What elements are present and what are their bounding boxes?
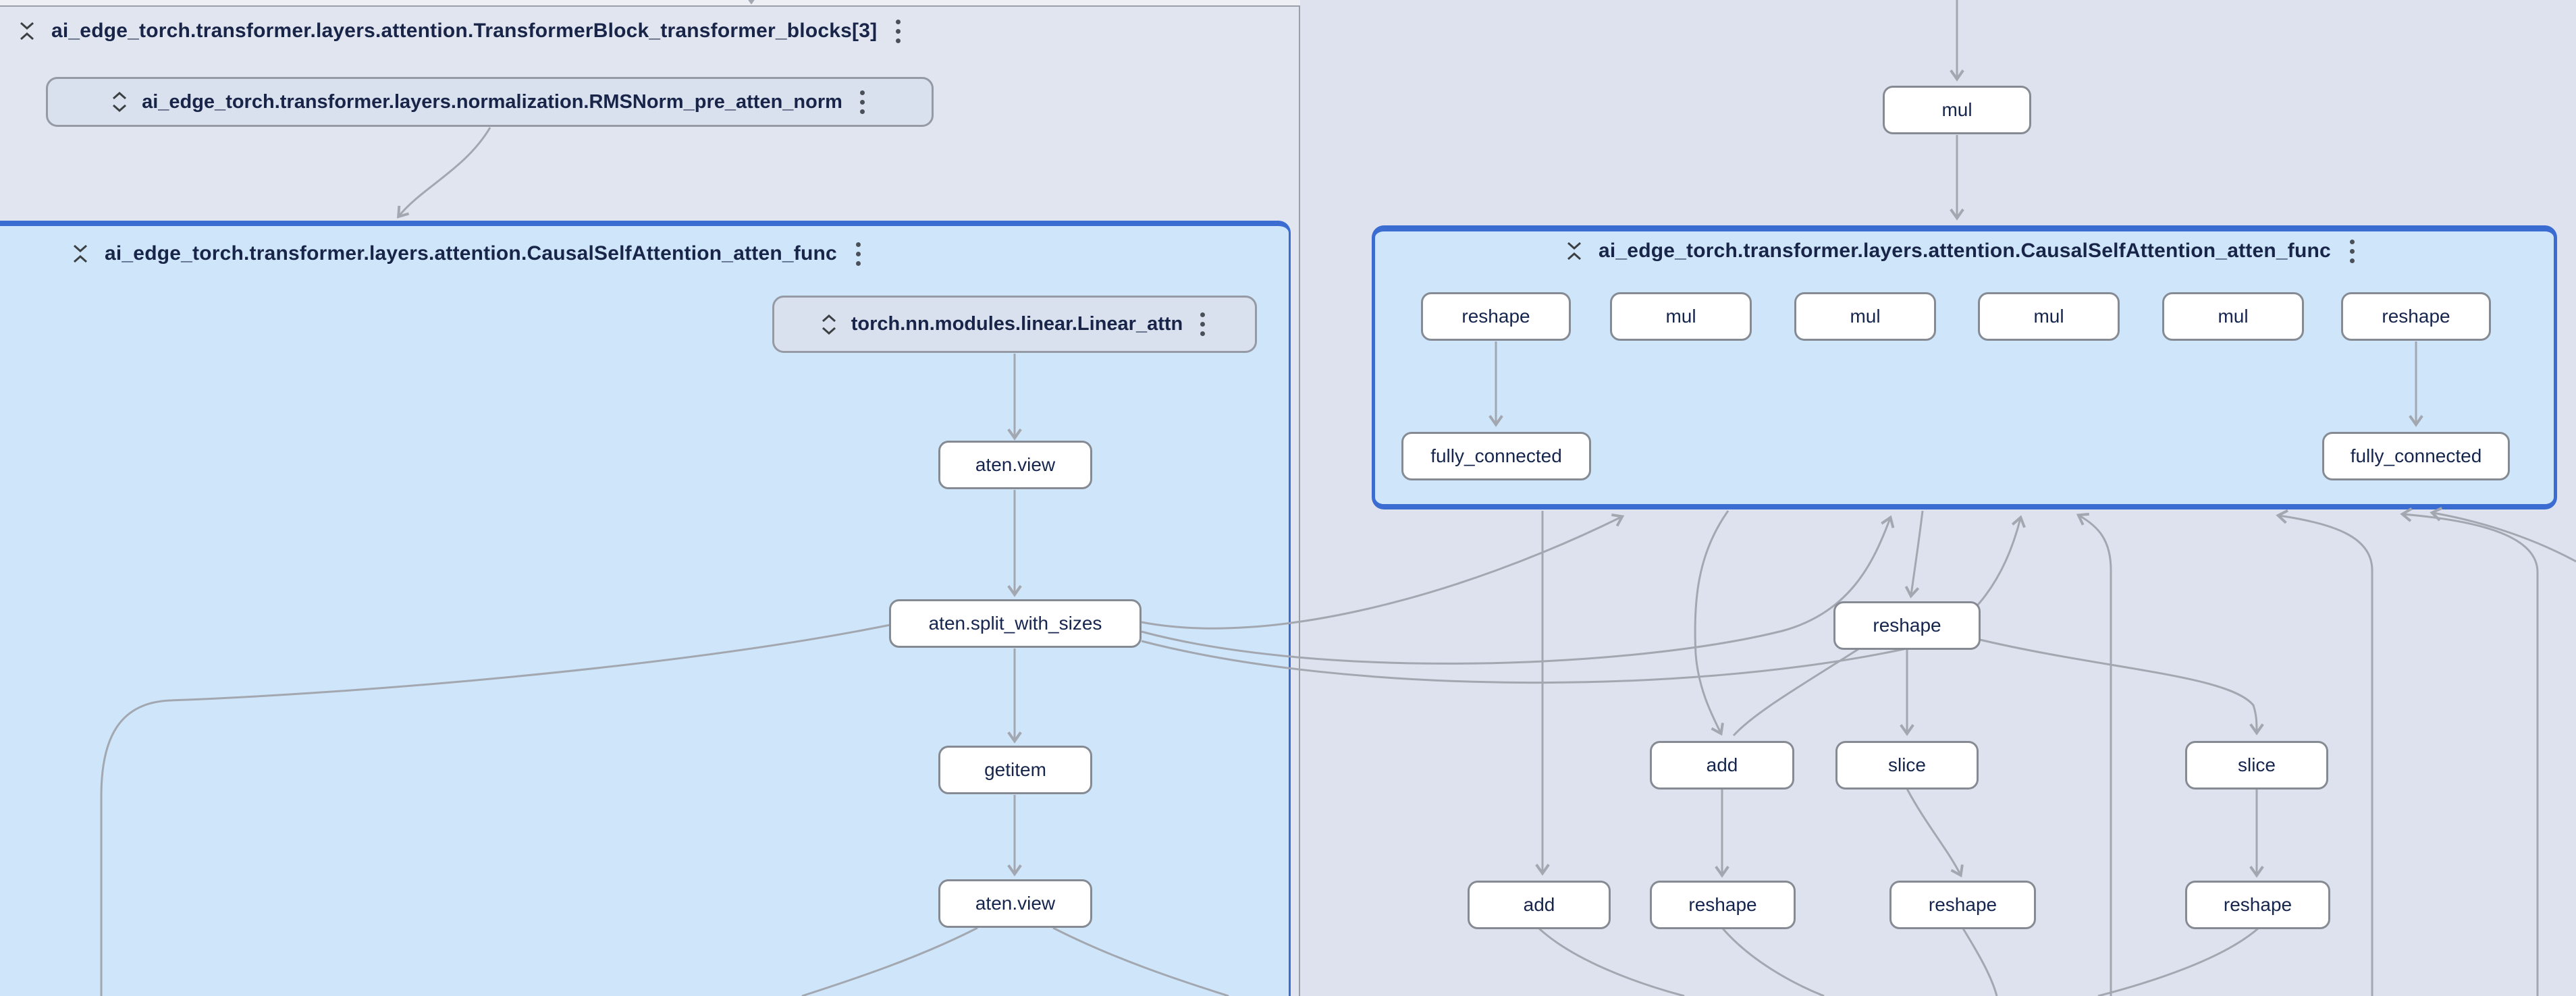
op-label: reshape xyxy=(1461,306,1530,327)
canvas-background-top xyxy=(0,0,1300,5)
edge xyxy=(1904,510,1924,599)
op-node-reshape-r1a[interactable]: reshape xyxy=(1421,292,1571,341)
op-node-aten-split-with-sizes[interactable]: aten.split_with_sizes xyxy=(889,599,1142,648)
kebab-menu-icon[interactable] xyxy=(1196,312,1209,336)
op-label: slice xyxy=(2237,754,2276,775)
op-label: mul xyxy=(2218,306,2249,327)
edge xyxy=(2097,927,2259,996)
edge xyxy=(2076,512,2112,996)
edge xyxy=(1906,788,1964,878)
op-node-add-rowb[interactable]: add xyxy=(1468,881,1611,929)
op-node-reshape-r1b[interactable]: reshape xyxy=(2341,292,2491,341)
op-node-mul-r1c[interactable]: mul xyxy=(1978,292,2120,341)
expand-icon[interactable] xyxy=(111,90,128,113)
op-node-reshape-rowb-3[interactable]: reshape xyxy=(2185,881,2330,929)
op-label: fully_connected xyxy=(2350,445,2482,466)
edge xyxy=(2430,507,2576,563)
op-node-aten-view-2[interactable]: aten.view xyxy=(938,879,1092,928)
linear-attn-group-node[interactable]: torch.nn.modules.linear.Linear_attn xyxy=(772,296,1257,353)
edge xyxy=(1732,646,1861,737)
op-label: mul xyxy=(1665,306,1696,327)
op-label: add xyxy=(1523,894,1555,915)
collapse-icon[interactable] xyxy=(18,20,36,42)
op-label: reshape xyxy=(1688,894,1757,915)
op-node-mul-r1d[interactable]: mul xyxy=(2162,292,2304,341)
kebab-menu-icon[interactable] xyxy=(892,19,905,43)
right-attention-header[interactable]: ai_edge_torch.transformer.layers.attenti… xyxy=(1565,231,2359,271)
op-label: reshape xyxy=(1928,894,1997,915)
transformer-block-header[interactable]: ai_edge_torch.transformer.layers.attenti… xyxy=(18,11,905,51)
op-node-mul-r1a[interactable]: mul xyxy=(1610,292,1752,341)
op-label: add xyxy=(1706,754,1738,775)
op-label: fully_connected xyxy=(1430,445,1562,466)
op-node-fully-connected-left[interactable]: fully_connected xyxy=(1401,432,1591,480)
linear-attn-group-label: torch.nn.modules.linear.Linear_attn xyxy=(851,313,1183,335)
right-attention-title: ai_edge_torch.transformer.layers.attenti… xyxy=(1599,240,2331,262)
edge xyxy=(1979,638,2264,736)
op-node-aten-view-1[interactable]: aten.view xyxy=(938,441,1092,489)
collapse-icon[interactable] xyxy=(1565,240,1584,262)
edge xyxy=(1721,928,1825,996)
op-label: aten.view xyxy=(975,454,1056,475)
left-attention-title: ai_edge_torch.transformer.layers.attenti… xyxy=(105,242,837,265)
op-label: reshape xyxy=(2382,306,2450,327)
op-node-slice-rowa-2[interactable]: slice xyxy=(2185,741,2328,790)
op-node-reshape-mid[interactable]: reshape xyxy=(1833,601,1981,650)
op-node-add-rowa[interactable]: add xyxy=(1650,741,1794,790)
op-label: aten.view xyxy=(975,893,1056,914)
transformer-block-title: ai_edge_torch.transformer.layers.attenti… xyxy=(51,20,878,42)
rmsnorm-group-node[interactable]: ai_edge_torch.transformer.layers.normali… xyxy=(46,77,934,127)
kebab-menu-icon[interactable] xyxy=(852,242,865,266)
op-label: mul xyxy=(2033,306,2064,327)
edge xyxy=(1538,927,1685,996)
op-label: mul xyxy=(1850,306,1881,327)
rmsnorm-group-label: ai_edge_torch.transformer.layers.normali… xyxy=(142,90,842,113)
op-label: getitem xyxy=(984,759,1046,780)
op-label: mul xyxy=(1941,99,1973,120)
op-node-slice-rowa-1[interactable]: slice xyxy=(1835,741,1979,790)
op-node-reshape-rowb-1[interactable]: reshape xyxy=(1650,881,1796,929)
op-node-fully-connected-right[interactable]: fully_connected xyxy=(2322,432,2510,480)
op-label: slice xyxy=(1887,754,1926,775)
expand-icon[interactable] xyxy=(820,313,838,336)
op-node-getitem[interactable]: getitem xyxy=(938,746,1092,794)
kebab-menu-icon[interactable] xyxy=(2346,239,2359,263)
edge xyxy=(1962,928,1998,996)
op-label: reshape xyxy=(2223,894,2292,915)
op-node-reshape-rowb-2[interactable]: reshape xyxy=(1889,881,2036,929)
op-label: reshape xyxy=(1873,615,1941,636)
collapse-icon[interactable] xyxy=(71,243,90,265)
edge xyxy=(1694,510,1729,736)
kebab-menu-icon[interactable] xyxy=(856,90,869,114)
left-attention-header[interactable]: ai_edge_torch.transformer.layers.attenti… xyxy=(71,233,865,274)
op-label: aten.split_with_sizes xyxy=(928,613,1102,634)
edge xyxy=(2400,507,2539,996)
op-node-mul-top[interactable]: mul xyxy=(1883,86,2031,134)
op-node-mul-r1b[interactable]: mul xyxy=(1794,292,1936,341)
